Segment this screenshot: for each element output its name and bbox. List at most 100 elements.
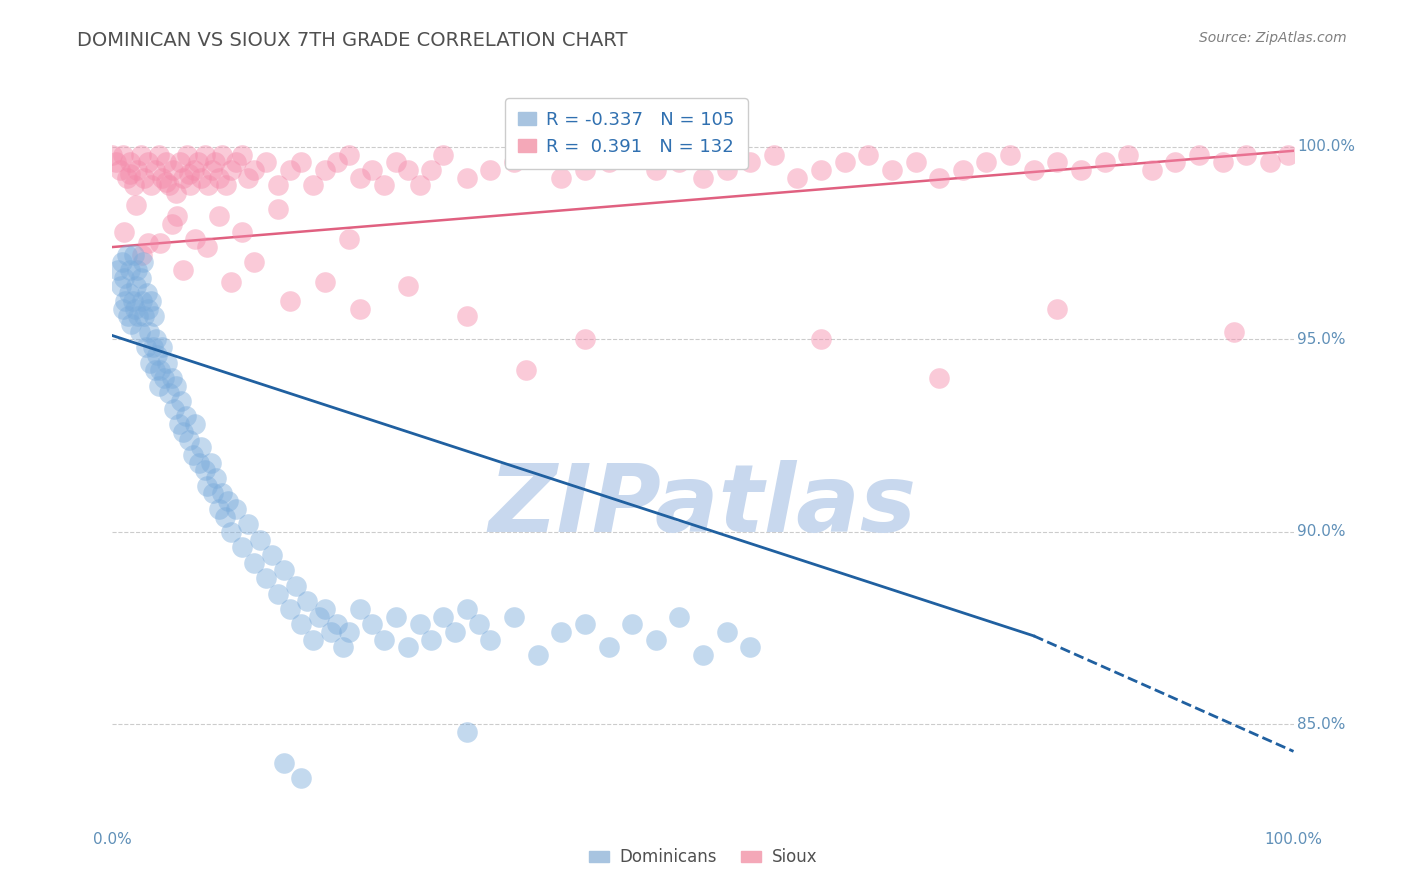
Point (128, 325, 150, 339)
Point (211, 147, 233, 161)
Point (1258, 155, 1281, 169)
Point (160, 371, 183, 385)
Point (195, 240, 218, 254)
Point (105, 155, 128, 169)
Point (225, 501, 247, 516)
Point (297, 594, 319, 608)
Point (134, 170, 156, 185)
Point (145, 333, 167, 347)
Point (187, 456, 209, 470)
Point (204, 155, 226, 169)
Point (420, 632, 443, 647)
Point (201, 486, 224, 500)
Point (1116, 147, 1139, 161)
Point (302, 632, 325, 647)
Point (952, 163, 974, 178)
Point (503, 609, 526, 624)
Point (1188, 147, 1211, 161)
Point (143, 163, 166, 178)
Point (231, 147, 253, 161)
Point (141, 293, 163, 308)
Point (149, 363, 172, 377)
Point (621, 147, 644, 161)
Point (432, 147, 454, 161)
Text: 100.0%: 100.0% (1298, 139, 1355, 154)
Point (526, 147, 548, 161)
Point (361, 163, 384, 178)
Point (810, 163, 832, 178)
Text: Source: ZipAtlas.com: Source: ZipAtlas.com (1199, 31, 1347, 45)
Point (349, 170, 371, 185)
Point (141, 178, 163, 193)
Point (134, 310, 156, 324)
Point (112, 270, 135, 285)
Point (621, 617, 644, 632)
Point (361, 617, 384, 632)
Point (349, 301, 371, 316)
Text: 85.0%: 85.0% (1298, 717, 1346, 732)
Point (197, 178, 219, 193)
Point (146, 348, 169, 362)
Point (385, 155, 408, 169)
Point (337, 232, 360, 246)
Point (740, 640, 762, 655)
Point (129, 270, 152, 285)
Point (479, 632, 502, 647)
Point (408, 178, 430, 193)
Point (117, 310, 139, 324)
Point (515, 363, 537, 377)
Point (716, 625, 738, 640)
Point (135, 340, 157, 354)
Point (190, 170, 212, 185)
Point (267, 178, 290, 193)
Point (278, 163, 301, 178)
Point (108, 163, 131, 178)
Point (550, 625, 572, 640)
Point (132, 255, 155, 269)
Text: 90.0%: 90.0% (1298, 524, 1346, 540)
Point (1223, 325, 1246, 339)
Point (834, 155, 856, 169)
Point (120, 263, 142, 277)
Point (131, 293, 153, 308)
Point (136, 236, 159, 251)
Point (1046, 301, 1069, 316)
Point (225, 155, 247, 169)
Point (273, 756, 295, 770)
Point (107, 263, 129, 277)
Point (574, 333, 596, 347)
Point (928, 170, 950, 185)
Point (278, 602, 301, 616)
Point (190, 440, 212, 454)
Legend: Dominicans, Sioux: Dominicans, Sioux (582, 842, 824, 873)
Point (249, 533, 271, 547)
Point (467, 617, 489, 632)
Point (1212, 155, 1234, 169)
Point (598, 155, 620, 169)
Point (174, 409, 197, 424)
Point (243, 556, 266, 570)
Point (1164, 155, 1187, 169)
Point (184, 417, 207, 431)
Point (110, 278, 132, 293)
Point (167, 417, 190, 431)
Point (308, 609, 330, 624)
Point (254, 571, 277, 585)
Point (112, 301, 135, 316)
Point (314, 163, 336, 178)
Point (396, 278, 419, 293)
Point (121, 293, 143, 308)
Point (231, 225, 253, 239)
Point (668, 609, 690, 624)
Point (214, 509, 236, 524)
Point (165, 186, 187, 201)
Point (420, 163, 443, 178)
Point (238, 170, 260, 185)
Point (138, 325, 160, 339)
Point (574, 163, 596, 178)
Point (290, 155, 312, 169)
Point (1046, 155, 1069, 169)
Point (396, 163, 419, 178)
Point (319, 625, 342, 640)
Point (112, 147, 135, 161)
